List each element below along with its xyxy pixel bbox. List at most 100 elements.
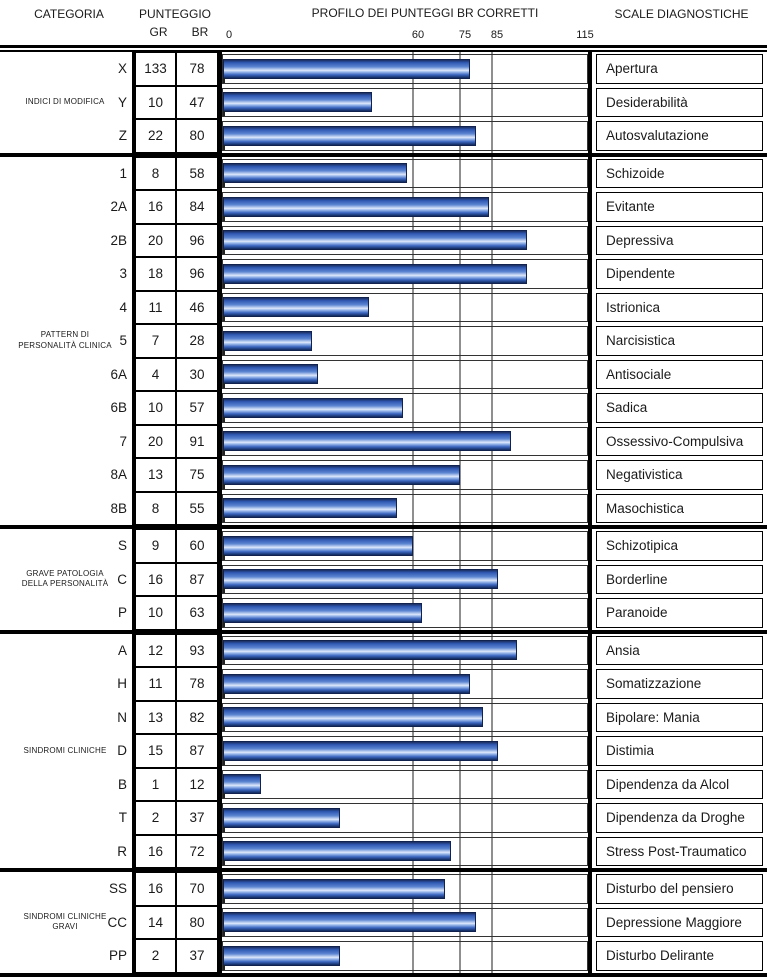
vertical-rule-right (588, 491, 592, 525)
br-score-cell: 84 (176, 190, 218, 224)
scale-name-label: Antisociale (596, 359, 763, 389)
gr-score-cell: 16 (135, 872, 176, 906)
axis-tick-115: 115 (576, 29, 594, 41)
scale-name-cell: Ansia (592, 634, 767, 668)
scale-name-cell: Somatizzazione (592, 667, 767, 701)
scale-name-label: Depressiva (596, 225, 763, 255)
group-4: SINDROMI CLINICHE GRAVI SS 16 70 Disturbo de… (0, 872, 767, 973)
vertical-rule-right (588, 939, 592, 973)
gridline-85 (491, 324, 494, 358)
vertical-rule-right (588, 257, 592, 291)
profile-row-6B: 6B 10 57 Sadica (0, 391, 767, 425)
vertical-rule-right (588, 424, 592, 458)
scale-code: C (0, 562, 135, 596)
zero-tick-mark (223, 249, 225, 254)
br-score-cell: 47 (176, 85, 218, 119)
bar-track-box (222, 736, 588, 766)
zero-tick-mark (223, 964, 225, 970)
gridline-85 (491, 700, 494, 734)
br-score-bar (223, 431, 511, 452)
scale-code: Z (0, 119, 135, 153)
gridline-85 (491, 119, 494, 153)
bar-chart-cell (222, 257, 588, 291)
vertical-rule-right (588, 834, 592, 868)
bottom-separator-line (0, 972, 767, 977)
gridline-75 (459, 324, 462, 358)
gr-score-cell: 11 (135, 667, 176, 701)
br-score-cell: 93 (176, 633, 218, 667)
br-score-bar (223, 841, 451, 862)
gr-score-cell: 16 (135, 834, 176, 868)
scale-code: B (0, 767, 135, 801)
gridline-60 (411, 156, 414, 190)
gridline-85 (491, 529, 494, 563)
bar-chart-cell (222, 491, 588, 525)
profile-row-2A: 2A 16 84 Evitante (0, 190, 767, 224)
bar-chart-cell (222, 190, 588, 224)
gridline-75 (459, 290, 462, 324)
gridline-85 (491, 801, 494, 835)
gr-score-cell: 7 (135, 324, 176, 358)
scale-name-label: Dipendente (596, 259, 763, 289)
vertical-rule-right (588, 633, 592, 667)
axis-tick-75: 75 (458, 29, 472, 41)
zero-tick-mark (223, 77, 225, 83)
vertical-rule-left (218, 562, 222, 596)
bar-track-box (222, 460, 588, 490)
br-score-cell: 96 (176, 257, 218, 291)
column-header-punteggio: PUNTEGGIO (138, 7, 211, 21)
axis-tick-60: 60 (411, 29, 425, 41)
bar-chart-cell (222, 562, 588, 596)
zero-tick-mark (223, 450, 225, 455)
vertical-rule-left (218, 872, 222, 906)
scale-name-label: Masochistica (596, 493, 763, 523)
scale-name-cell: Desiderabilità (592, 86, 767, 120)
zero-tick-mark (223, 931, 225, 936)
bar-chart-cell (222, 633, 588, 667)
br-score-cell: 91 (176, 424, 218, 458)
vertical-rule-right (588, 529, 592, 563)
bar-chart-cell (222, 905, 588, 939)
column-header-scale-diagnostiche: SCALE DIAGNOSTICHE (614, 7, 749, 21)
vertical-rule-left (218, 905, 222, 939)
gr-score-cell: 13 (135, 458, 176, 492)
bar-chart-cell (222, 834, 588, 868)
vertical-rule-left (218, 667, 222, 701)
zero-tick-mark (223, 554, 225, 560)
br-score-cell: 60 (176, 529, 218, 563)
gr-score-cell: 1 (135, 767, 176, 801)
gr-score-cell: 18 (135, 257, 176, 291)
vertical-rule-left (218, 324, 222, 358)
scale-name-label: Negativistica (596, 460, 763, 490)
gr-score-cell: 15 (135, 734, 176, 768)
vertical-rule-left (218, 633, 222, 667)
br-score-bar (223, 58, 470, 79)
gridline-60 (411, 491, 414, 525)
top-separator-line (0, 45, 767, 52)
br-score-bar (223, 330, 312, 351)
bar-chart-cell (222, 424, 588, 458)
gridline-85 (491, 939, 494, 973)
profile-row-7: 7 20 91 Ossessivo-Compulsiva (0, 424, 767, 458)
gr-score-cell: 10 (135, 391, 176, 425)
vertical-rule-left (218, 257, 222, 291)
br-score-cell: 96 (176, 223, 218, 257)
scale-code: H (0, 667, 135, 701)
scale-code: 8A (0, 458, 135, 492)
bar-track-box (222, 326, 588, 356)
bar-chart-cell (222, 357, 588, 391)
column-header-profilo: PROFILO DEI PUNTEGGI BR CORRETTI (311, 6, 539, 20)
gridline-60 (411, 290, 414, 324)
gr-score-cell: 9 (135, 529, 176, 563)
gridline-75 (459, 939, 462, 973)
scale-name-cell: Evitante (592, 190, 767, 224)
br-score-cell: 70 (176, 872, 218, 906)
scale-name-label: Borderline (596, 564, 763, 594)
scale-name-label: Stress Post-Traumatico (596, 836, 763, 866)
gr-score-cell: 11 (135, 290, 176, 324)
report-header: CATEGORIA PUNTEGGIO GR BR PROFILO DEI PU… (0, 0, 767, 45)
gridline-85 (491, 491, 494, 525)
br-score-cell: 72 (176, 834, 218, 868)
scale-code: R (0, 834, 135, 868)
gridline-85 (491, 596, 494, 630)
